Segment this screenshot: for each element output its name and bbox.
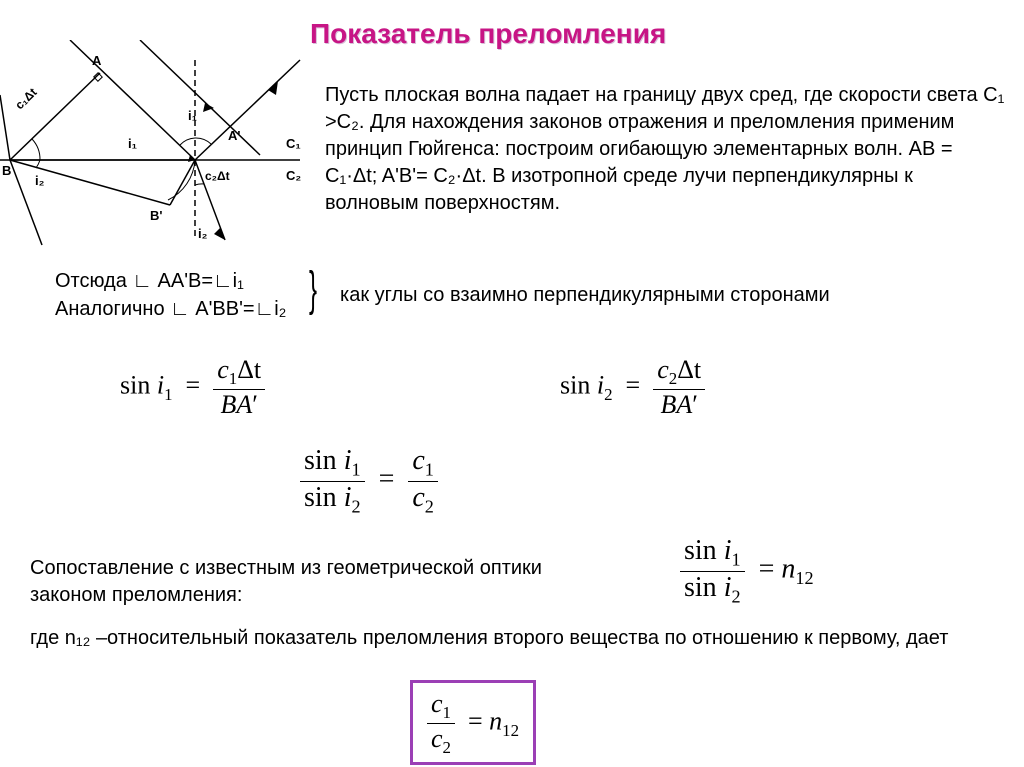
f4-den-sub: 2 bbox=[731, 586, 740, 606]
diagram-label-i1b: i₁ bbox=[128, 136, 137, 151]
diagram-label-C2: C₂ bbox=[286, 168, 301, 183]
formula-sin-i2: sin i2 = c2Δt BA′ bbox=[560, 355, 705, 420]
box-den: c bbox=[431, 724, 443, 753]
f2-lhs-pre: sin bbox=[560, 371, 597, 400]
text-line-2: Аналогично ∟ А'ВВ'=∟i₂ bbox=[55, 296, 286, 323]
f1-lhs-sub: 1 bbox=[164, 385, 172, 404]
f3-rden: c bbox=[412, 482, 424, 513]
f4-num-sub: 1 bbox=[731, 550, 740, 570]
brace-icon: } bbox=[309, 262, 317, 317]
formula-ratio-n: sin i1 sin i2 = n12 bbox=[680, 535, 814, 607]
f4-rhs: n bbox=[781, 554, 795, 585]
f3-rnum-sub: 1 bbox=[425, 460, 434, 480]
diagram-label-A: A bbox=[92, 53, 102, 68]
f2-lhs-var: i bbox=[597, 371, 604, 400]
f1-den-b: ′ bbox=[252, 390, 258, 419]
diagram-label-C1: C₁ bbox=[286, 136, 301, 151]
f4-num-pre: sin bbox=[684, 535, 724, 566]
box-num: c bbox=[431, 689, 443, 718]
f1-lhs-pre: sin bbox=[120, 371, 157, 400]
f3-rden-sub: 2 bbox=[425, 496, 434, 516]
f2-num-asub: 2 bbox=[669, 369, 677, 388]
formula-ratio-c: sin i1 sin i2 = c1 c2 bbox=[300, 445, 438, 517]
f3-rnum: c bbox=[412, 445, 424, 476]
f1-lhs-var: i bbox=[157, 371, 164, 400]
f4-den-pre: sin bbox=[684, 572, 724, 603]
f3-num-sub: 1 bbox=[351, 460, 360, 480]
f2-den-b: ′ bbox=[692, 390, 698, 419]
f3-den-pre: sin bbox=[304, 482, 344, 513]
formula-boxed-result: c1 c2 = n12 bbox=[410, 680, 536, 765]
f3-num-pre: sin bbox=[304, 445, 344, 476]
f2-num-b: Δt bbox=[677, 355, 701, 384]
paragraph-intro: Пусть плоская волна падает на границу дв… bbox=[325, 82, 1005, 217]
box-rhs: n bbox=[489, 707, 502, 736]
diagram-label-Bp: B' bbox=[150, 208, 162, 223]
diagram-label-Ap: A' bbox=[228, 128, 240, 143]
f1-den-a: BA bbox=[220, 390, 252, 419]
refraction-diagram: A A' B B' i₁ i₁ i₂ i₂ C₁ C₂ c₁Δt c₂Δt bbox=[0, 40, 310, 250]
f2-lhs-sub: 2 bbox=[604, 385, 612, 404]
diagram-label-B: B bbox=[2, 163, 11, 178]
f1-num-a: c bbox=[217, 355, 229, 384]
f3-den-sub: 2 bbox=[351, 496, 360, 516]
paragraph-compare: Сопоставление с известным из геометричес… bbox=[30, 555, 590, 609]
box-num-sub: 1 bbox=[443, 703, 451, 722]
text-line-3: как углы со взаимно перпендикулярными ст… bbox=[340, 282, 940, 309]
f4-rhs-sub: 12 bbox=[795, 568, 813, 588]
diagram-label-i2b: i₂ bbox=[35, 173, 45, 188]
paragraph-n12: где n₁₂ –относительный показатель прелом… bbox=[30, 625, 980, 652]
diagram-label-c2dt: c₂Δt bbox=[205, 169, 230, 183]
diagram-label-i2a: i₂ bbox=[198, 226, 208, 241]
formula-sin-i1: sin i1 = c1Δt BA′ bbox=[120, 355, 265, 420]
page-title: Показатель преломления bbox=[310, 18, 666, 50]
f1-num-asub: 1 bbox=[229, 369, 237, 388]
f1-num-b: Δt bbox=[237, 355, 261, 384]
f2-den-a: BA bbox=[660, 390, 692, 419]
text-line-1: Отсюда ∟ АА'В=∟i₁ bbox=[55, 268, 244, 295]
f2-num-a: c bbox=[657, 355, 669, 384]
diagram-label-c1dt: c₁Δt bbox=[12, 85, 39, 112]
box-den-sub: 2 bbox=[443, 738, 451, 757]
diagram-label-i1a: i₁ bbox=[188, 108, 197, 123]
box-rhs-sub: 12 bbox=[502, 721, 519, 740]
